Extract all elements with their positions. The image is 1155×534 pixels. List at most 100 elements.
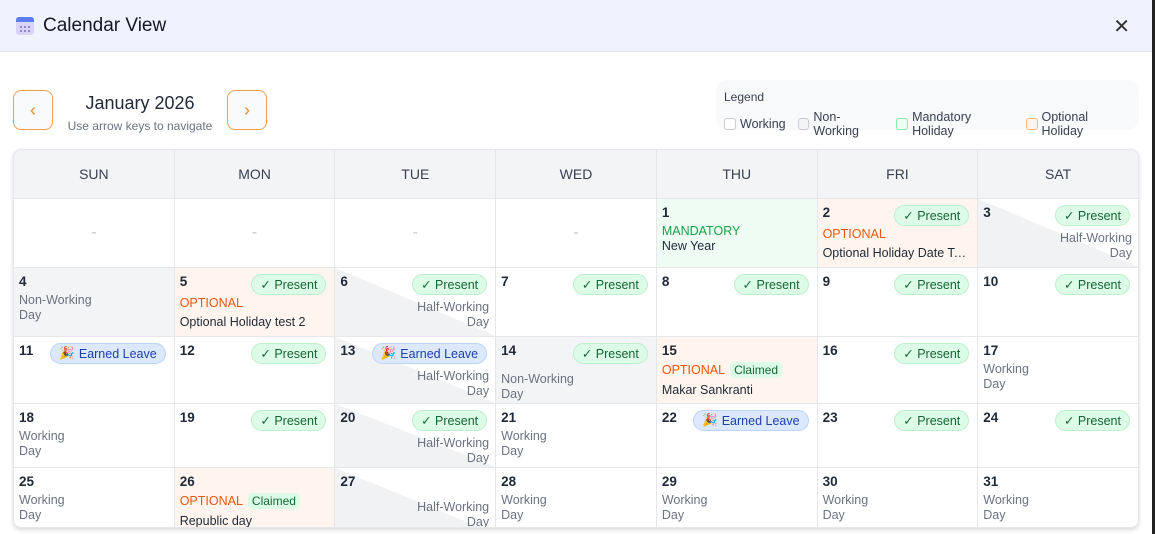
day-number: 30 (822, 474, 838, 489)
close-icon[interactable]: ✕ (1113, 16, 1130, 38)
day-type-label: Working Day (19, 429, 65, 458)
day-cell[interactable]: 5 ✓ Present OPTIONAL Optional Holiday test … (174, 268, 335, 336)
holiday-type-label: OPTIONAL (179, 494, 243, 508)
day-cell[interactable]: 11 🎉 Earned Leave (14, 337, 174, 403)
legend-item: Optional Holiday (1025, 110, 1131, 138)
prev-month-button[interactable]: ‹ (13, 90, 53, 130)
day-cell[interactable]: 25 Working Day (14, 468, 174, 527)
present-badge: ✓ Present (894, 343, 970, 364)
day-cell[interactable]: 3 ✓ Present Half-Working Day (978, 199, 1138, 267)
empty-cell: - (14, 199, 174, 267)
day-cell[interactable]: 7 ✓ Present (496, 268, 656, 336)
day-cell[interactable]: 23 ✓ Present (817, 404, 978, 467)
day-number: 14 (501, 343, 517, 358)
day-cell[interactable]: 28 Working Day (496, 468, 656, 527)
holiday-name: New Year (661, 239, 716, 253)
day-cell[interactable]: 24 ✓ Present (978, 404, 1138, 467)
month-header: January 2026 Use arrow keys to navigate (60, 93, 220, 133)
legend-swatch (724, 118, 736, 130)
legend-item: Working (724, 110, 786, 138)
present-badge: ✓ Present (572, 274, 648, 295)
day-cell[interactable]: 22 🎉 Earned Leave (656, 404, 817, 467)
day-type-label: Half-Working Day (1059, 231, 1132, 260)
chevron-left-icon: ‹ (30, 99, 36, 120)
badge-label: Earned Leave (78, 346, 157, 361)
day-number: 21 (501, 410, 517, 425)
day-type-label: Non-Working Day (19, 293, 92, 322)
holiday-type: MANDATORY (661, 224, 741, 238)
day-cell[interactable]: 9 ✓ Present (817, 268, 978, 336)
day-cell[interactable]: 16 ✓ Present (817, 337, 978, 403)
legend: Legend Working Non-Working Mandatory Holid… (716, 80, 1139, 138)
day-cell[interactable]: 27 Half-Working Day (335, 468, 496, 527)
day-cell[interactable]: 26 OPTIONAL Claimed Republic day (174, 468, 335, 527)
day-number: 11 (19, 343, 34, 358)
day-number: 22 (661, 410, 677, 425)
day-cell[interactable]: 6 ✓ Present Half-Working Day (335, 268, 496, 336)
empty-placeholder: - (251, 224, 258, 241)
day-number: 15 (661, 343, 677, 358)
day-cell[interactable]: 17 Working Day (978, 337, 1138, 403)
day-cell[interactable]: 30 Working Day (817, 468, 978, 527)
day-number: 24 (983, 410, 999, 425)
day-number: 2 (822, 205, 831, 220)
day-cell[interactable]: 18 Working Day (14, 404, 174, 467)
weekday-header: TUE (335, 150, 496, 198)
day-number: 27 (340, 474, 356, 489)
weekday-header: WED (496, 150, 656, 198)
day-number: 18 (19, 410, 35, 425)
day-type-label: Working Day (19, 493, 65, 522)
day-cell[interactable]: 10 ✓ Present (978, 268, 1138, 336)
day-number: 31 (983, 474, 999, 489)
month-title: January 2026 (85, 93, 195, 113)
earned-leave-badge: 🎉 Earned Leave (693, 410, 809, 431)
day-cell[interactable]: 31 Working Day (978, 468, 1138, 527)
day-cell[interactable]: 14 ✓ Present Non-Working Day (496, 337, 656, 403)
empty-placeholder: - (573, 224, 579, 241)
present-badge: ✓ Present (251, 274, 327, 295)
day-cell[interactable]: 12 ✓ Present (174, 337, 335, 403)
chevron-right-icon: › (244, 99, 250, 120)
badge-label: Earned Leave (400, 346, 479, 361)
legend-swatch (1025, 118, 1038, 130)
day-cell[interactable]: 1 MANDATORY New Year (656, 199, 817, 267)
empty-placeholder: - (91, 224, 97, 241)
empty-cell: - (174, 199, 335, 267)
next-month-button[interactable]: › (227, 90, 267, 130)
legend-item: Non-Working (797, 110, 885, 138)
holiday-type-label: OPTIONAL (661, 363, 726, 377)
holiday-type: OPTIONAL (823, 227, 973, 241)
party-icon: 🎉 (380, 346, 397, 360)
day-cell[interactable]: 29 Working Day (656, 468, 817, 527)
day-cell[interactable]: 15 OPTIONAL Claimed Makar Sankranti (656, 337, 817, 403)
claimed-badge: Claimed (247, 493, 300, 509)
weekday-header: THU (656, 150, 817, 198)
day-number: 20 (340, 410, 356, 425)
day-number: 9 (822, 274, 831, 289)
day-cell[interactable]: 2 ✓ Present OPTIONAL Optional Holiday Date … (817, 199, 978, 267)
day-cell[interactable]: 19 ✓ Present (174, 404, 335, 467)
present-badge: ✓ Present (1054, 410, 1130, 431)
present-badge: ✓ Present (251, 410, 327, 431)
holiday-type: OPTIONAL (180, 296, 330, 310)
party-icon: 🎉 (702, 413, 718, 427)
party-icon: 🎉 (59, 346, 75, 360)
dialog-title: Calendar View (43, 14, 167, 36)
day-number: 4 (19, 274, 27, 289)
legend-swatch (797, 118, 810, 130)
day-number: 10 (983, 274, 999, 289)
day-cell[interactable]: 4 Non-Working Day (14, 268, 174, 336)
day-cell[interactable]: 21 Working Day (496, 404, 656, 467)
present-badge: ✓ Present (1054, 205, 1130, 226)
day-number: 23 (822, 410, 838, 425)
holiday-type-label: OPTIONAL (822, 227, 886, 241)
day-cell[interactable]: 20 ✓ Present Half-Working Day (335, 404, 496, 467)
day-number: 3 (983, 205, 991, 220)
legend-label: Working (740, 117, 786, 131)
day-cell[interactable]: 13 🎉 Earned Leave Half-Working Day (335, 337, 496, 403)
nav-hint: Use arrow keys to navigate (67, 119, 213, 133)
day-cell[interactable]: 8 ✓ Present (656, 268, 817, 336)
weekday-header: MON (174, 150, 335, 198)
day-number: 16 (822, 343, 838, 358)
day-number: 19 (179, 410, 195, 425)
